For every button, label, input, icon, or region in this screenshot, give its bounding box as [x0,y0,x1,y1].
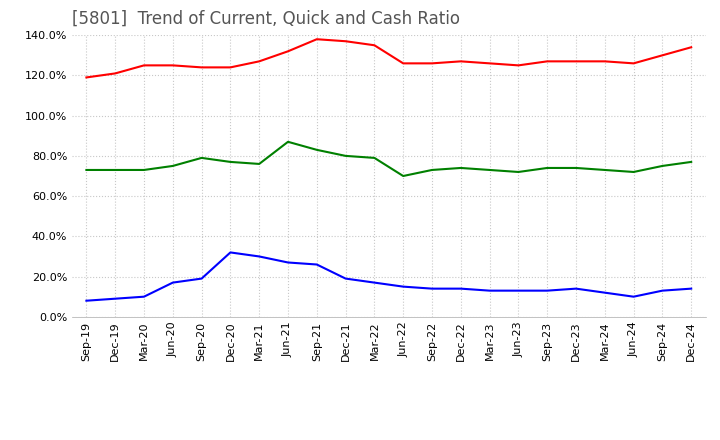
Current Ratio [399,61,408,66]
Quick Ratio [255,161,264,167]
Cash Ratio [284,260,292,265]
Current Ratio [514,63,523,68]
Cash Ratio [140,294,148,299]
Quick Ratio [687,159,696,165]
Quick Ratio [140,167,148,172]
Current Ratio [140,63,148,68]
Quick Ratio [543,165,552,171]
Quick Ratio [284,139,292,144]
Quick Ratio [168,163,177,169]
Quick Ratio [658,163,667,169]
Current Ratio [168,63,177,68]
Quick Ratio [428,167,436,172]
Current Ratio [456,59,465,64]
Current Ratio [341,39,350,44]
Cash Ratio [399,284,408,289]
Cash Ratio [226,250,235,255]
Current Ratio [687,44,696,50]
Text: [5801]  Trend of Current, Quick and Cash Ratio: [5801] Trend of Current, Quick and Cash … [72,10,460,28]
Cash Ratio [82,298,91,303]
Cash Ratio [312,262,321,267]
Quick Ratio [572,165,580,171]
Cash Ratio [485,288,494,293]
Cash Ratio [658,288,667,293]
Cash Ratio [341,276,350,281]
Cash Ratio [543,288,552,293]
Quick Ratio [312,147,321,153]
Line: Cash Ratio: Cash Ratio [86,253,691,301]
Current Ratio [428,61,436,66]
Current Ratio [572,59,580,64]
Cash Ratio [255,254,264,259]
Line: Quick Ratio: Quick Ratio [86,142,691,176]
Current Ratio [255,59,264,64]
Current Ratio [111,71,120,76]
Cash Ratio [370,280,379,285]
Cash Ratio [456,286,465,291]
Quick Ratio [226,159,235,165]
Cash Ratio [514,288,523,293]
Quick Ratio [82,167,91,172]
Cash Ratio [687,286,696,291]
Cash Ratio [600,290,609,295]
Current Ratio [658,53,667,58]
Current Ratio [600,59,609,64]
Quick Ratio [341,153,350,158]
Current Ratio [543,59,552,64]
Quick Ratio [485,167,494,172]
Cash Ratio [168,280,177,285]
Quick Ratio [111,167,120,172]
Cash Ratio [111,296,120,301]
Quick Ratio [197,155,206,161]
Quick Ratio [399,173,408,179]
Quick Ratio [370,155,379,161]
Current Ratio [485,61,494,66]
Quick Ratio [600,167,609,172]
Quick Ratio [514,169,523,175]
Current Ratio [312,37,321,42]
Quick Ratio [629,169,638,175]
Current Ratio [370,43,379,48]
Quick Ratio [456,165,465,171]
Cash Ratio [629,294,638,299]
Current Ratio [226,65,235,70]
Cash Ratio [572,286,580,291]
Line: Current Ratio: Current Ratio [86,39,691,77]
Cash Ratio [197,276,206,281]
Cash Ratio [428,286,436,291]
Current Ratio [284,49,292,54]
Current Ratio [629,61,638,66]
Current Ratio [82,75,91,80]
Current Ratio [197,65,206,70]
